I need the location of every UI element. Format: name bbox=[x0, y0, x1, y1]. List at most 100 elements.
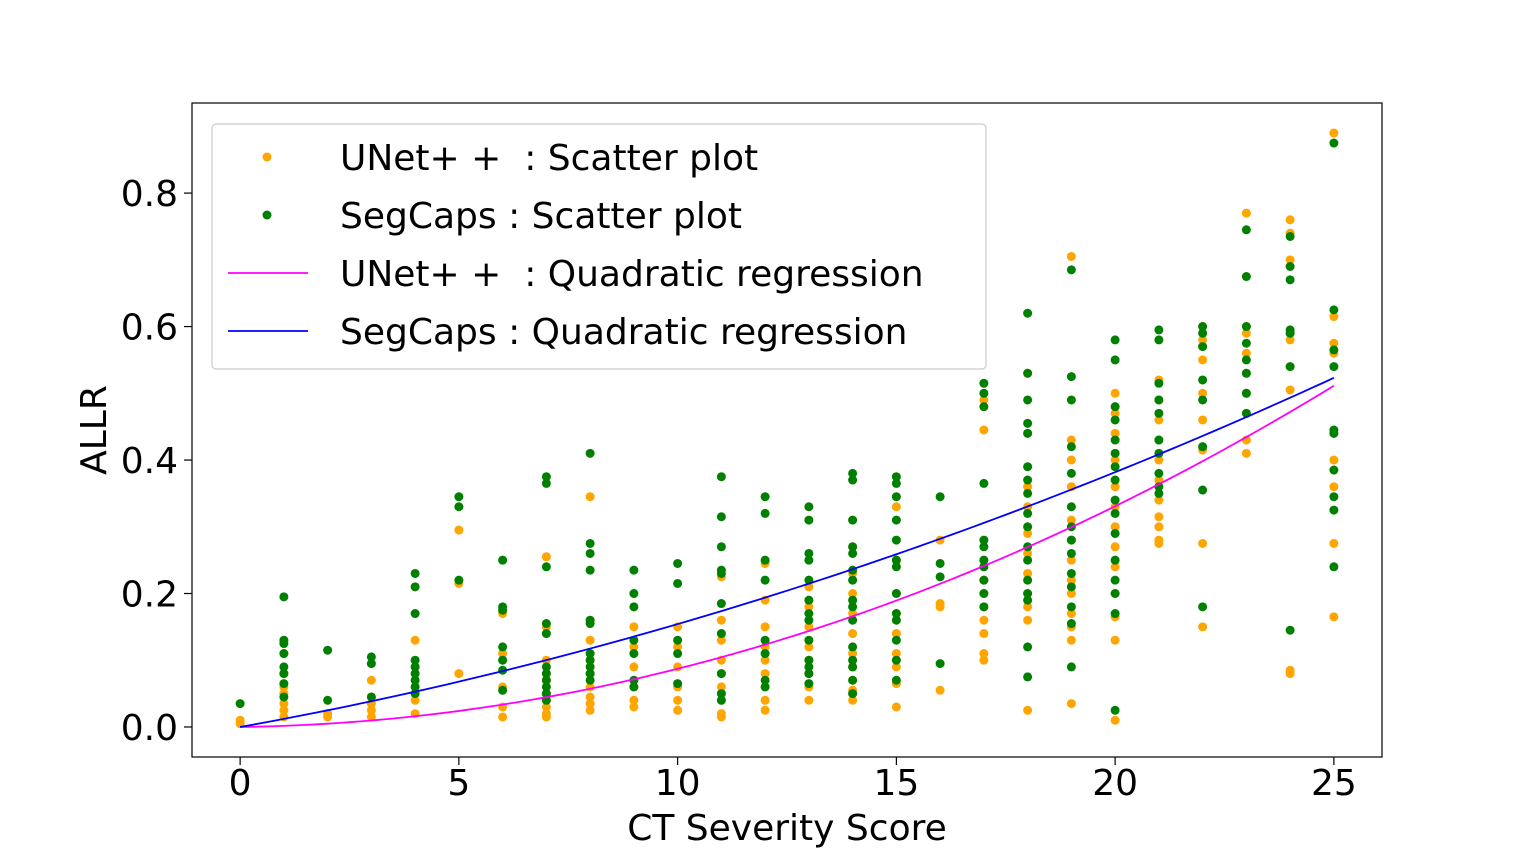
data-point-series-2 bbox=[1241, 272, 1251, 282]
data-point-series-1 bbox=[804, 602, 814, 612]
data-point-series-1 bbox=[498, 649, 508, 659]
data-point-series-1 bbox=[1154, 455, 1164, 465]
data-point-series-2 bbox=[848, 548, 858, 558]
data-point-series-1 bbox=[1066, 555, 1076, 565]
legend-label: SegCaps : Scatter plot bbox=[340, 196, 742, 237]
data-point-series-1 bbox=[629, 622, 639, 632]
legend-label: UNet+ + : Scatter plot bbox=[340, 138, 758, 179]
data-point-series-2 bbox=[1066, 568, 1076, 578]
data-point-series-2 bbox=[585, 448, 595, 458]
data-point-series-2 bbox=[1023, 522, 1033, 532]
data-point-series-1 bbox=[1066, 609, 1076, 619]
data-point-series-2 bbox=[541, 478, 551, 488]
data-point-series-1 bbox=[1154, 495, 1164, 505]
data-point-series-2 bbox=[716, 542, 726, 552]
data-point-series-2 bbox=[1154, 468, 1164, 478]
data-point-series-1 bbox=[1023, 615, 1033, 625]
data-point-series-2 bbox=[410, 669, 420, 679]
data-point-series-2 bbox=[935, 492, 945, 502]
data-point-series-2 bbox=[673, 558, 683, 568]
data-point-series-2 bbox=[804, 555, 814, 565]
data-point-series-2 bbox=[1023, 418, 1033, 428]
data-point-series-2 bbox=[366, 652, 376, 662]
data-point-series-2 bbox=[1110, 415, 1120, 425]
data-point-series-1 bbox=[1198, 622, 1208, 632]
data-point-series-2 bbox=[891, 615, 901, 625]
data-point-series-2 bbox=[541, 619, 551, 629]
data-point-series-2 bbox=[1241, 322, 1251, 332]
data-point-series-1 bbox=[1023, 528, 1033, 538]
x-tick-label: 5 bbox=[447, 763, 470, 804]
data-point-series-2 bbox=[1154, 325, 1164, 335]
data-point-series-1 bbox=[804, 642, 814, 652]
data-point-series-2 bbox=[760, 682, 770, 692]
data-point-series-2 bbox=[1110, 609, 1120, 619]
data-point-series-2 bbox=[541, 662, 551, 672]
legend-marker bbox=[262, 152, 272, 162]
data-point-series-1 bbox=[541, 552, 551, 562]
data-point-series-2 bbox=[454, 575, 464, 585]
data-point-series-1 bbox=[541, 709, 551, 719]
data-point-series-2 bbox=[979, 575, 989, 585]
data-point-series-1 bbox=[1241, 348, 1251, 358]
y-tick-label: 0.0 bbox=[121, 708, 178, 749]
data-point-series-2 bbox=[410, 609, 420, 619]
data-point-series-2 bbox=[1023, 575, 1033, 585]
data-point-series-2 bbox=[891, 609, 901, 619]
data-point-series-2 bbox=[716, 512, 726, 522]
data-point-series-1 bbox=[585, 705, 595, 715]
data-point-series-2 bbox=[760, 635, 770, 645]
data-point-series-1 bbox=[804, 695, 814, 705]
data-point-series-2 bbox=[804, 662, 814, 672]
data-point-series-1 bbox=[1110, 715, 1120, 725]
data-point-series-2 bbox=[1110, 508, 1120, 518]
data-point-series-1 bbox=[1110, 562, 1120, 572]
data-point-series-2 bbox=[760, 508, 770, 518]
data-point-series-2 bbox=[1066, 265, 1076, 275]
legend: UNet+ + : Scatter plot SegCaps : Scatter … bbox=[211, 123, 987, 370]
data-point-series-2 bbox=[891, 589, 901, 598]
data-point-series-1 bbox=[1023, 602, 1033, 612]
data-point-series-2 bbox=[1066, 502, 1076, 512]
data-point-series-2 bbox=[1023, 672, 1033, 682]
data-point-series-2 bbox=[1329, 345, 1339, 355]
data-point-series-2 bbox=[1110, 575, 1120, 585]
data-point-series-1 bbox=[1110, 388, 1120, 398]
data-point-series-2 bbox=[1066, 395, 1076, 405]
data-point-series-1 bbox=[848, 695, 858, 705]
data-point-series-2 bbox=[760, 492, 770, 502]
data-point-series-1 bbox=[585, 692, 595, 702]
data-point-series-2 bbox=[760, 575, 770, 585]
data-point-series-2 bbox=[498, 685, 508, 695]
data-point-series-1 bbox=[891, 662, 901, 672]
data-point-series-1 bbox=[1110, 542, 1120, 552]
legend-label: SegCaps : Quadratic regression bbox=[340, 312, 907, 353]
data-point-series-2 bbox=[1329, 305, 1339, 315]
data-point-series-2 bbox=[891, 555, 901, 565]
data-point-series-2 bbox=[848, 675, 858, 685]
data-point-series-2 bbox=[629, 682, 639, 692]
data-point-series-1 bbox=[410, 635, 420, 645]
data-point-series-1 bbox=[498, 712, 508, 722]
data-point-series-2 bbox=[891, 562, 901, 572]
data-point-series-1 bbox=[1110, 455, 1120, 465]
data-point-series-1 bbox=[848, 589, 858, 598]
data-point-series-1 bbox=[716, 615, 726, 625]
data-point-series-1 bbox=[1154, 535, 1164, 545]
data-point-series-1 bbox=[716, 635, 726, 645]
regression-line-series-4 bbox=[239, 377, 1335, 728]
data-point-series-1 bbox=[979, 655, 989, 665]
data-point-series-2 bbox=[1066, 442, 1076, 452]
data-point-series-2 bbox=[629, 565, 639, 575]
data-point-series-2 bbox=[1110, 335, 1120, 345]
data-point-series-2 bbox=[1066, 535, 1076, 545]
data-point-series-2 bbox=[716, 599, 726, 609]
data-point-series-1 bbox=[1066, 251, 1076, 261]
data-point-series-2 bbox=[585, 649, 595, 659]
data-point-series-1 bbox=[1110, 635, 1120, 645]
data-point-series-2 bbox=[1066, 602, 1076, 612]
data-point-series-1 bbox=[891, 702, 901, 712]
data-point-series-2 bbox=[848, 542, 858, 552]
data-point-series-2 bbox=[410, 568, 420, 578]
